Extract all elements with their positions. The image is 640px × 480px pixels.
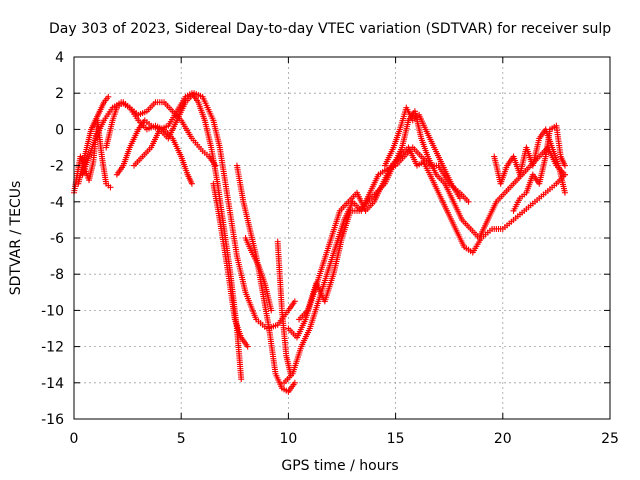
data-point: [291, 298, 298, 305]
data-point: [465, 198, 472, 205]
y-axis-label: SDTVAR / TECUs: [8, 181, 24, 296]
y-tick-label: -8: [50, 267, 64, 283]
series-track-14: [381, 104, 463, 202]
data-point: [107, 184, 114, 191]
data-point: [268, 307, 275, 314]
y-tick-labels: -16 -14 -12 -10 -8 -6 -4 -2 0 2 4: [41, 50, 64, 428]
data-point: [561, 162, 568, 169]
y-tick-label: -10: [41, 303, 64, 319]
data-point: [291, 379, 298, 386]
y-tick-label: 4: [55, 50, 64, 66]
y-tick-label: -16: [41, 412, 64, 428]
x-tick-label: 0: [70, 431, 79, 447]
grid-lines: [74, 57, 610, 419]
x-tick-labels: 0 5 10 15 20 25: [70, 431, 619, 447]
chart-title: Day 303 of 2023, Sidereal Day-to-day VTE…: [49, 21, 611, 37]
series-track-2: [75, 93, 112, 187]
data-point: [238, 376, 245, 383]
y-tick-label: -14: [41, 376, 64, 392]
data-point: [456, 195, 463, 202]
y-tick-label: -4: [50, 195, 64, 211]
data-point: [105, 93, 112, 100]
y-tick-label: -12: [41, 340, 64, 356]
series-track-5: [113, 90, 245, 383]
axis-ticks: [73, 56, 611, 420]
series-track-7: [210, 180, 251, 350]
y-tick-label: 2: [55, 86, 64, 102]
data-point: [188, 180, 195, 187]
series-track-12: [285, 144, 568, 341]
x-tick-label: 5: [177, 431, 186, 447]
series-track-11: [281, 144, 472, 386]
x-tick-label: 10: [279, 431, 297, 447]
data-points: [71, 90, 568, 395]
x-tick-label: 25: [601, 431, 619, 447]
data-point: [561, 171, 568, 178]
y-tick-label: -2: [50, 159, 64, 175]
y-tick-label: 0: [55, 122, 64, 138]
data-point: [561, 189, 568, 196]
x-tick-label: 20: [494, 431, 512, 447]
x-tick-label: 15: [387, 431, 405, 447]
x-axis-label: GPS time / hours: [281, 458, 398, 474]
y-tick-label: -6: [50, 231, 64, 247]
data-point: [244, 343, 251, 350]
series-track-6: [131, 90, 298, 332]
series-track-9: [242, 235, 275, 314]
series-track-16: [510, 122, 568, 214]
series-track-3: [79, 99, 195, 187]
